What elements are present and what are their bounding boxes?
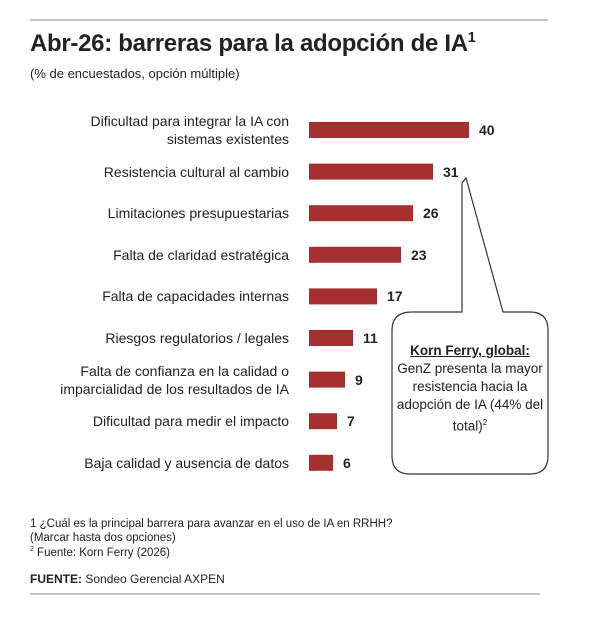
category-label: Limitaciones presupuestarias — [107, 205, 289, 222]
footnote: 2 Fuente: Korn Ferry (2026) — [30, 546, 170, 559]
category-label: Falta de confianza en la calidad o impar… — [60, 362, 289, 397]
bar — [309, 454, 333, 471]
category-label: Baja calidad y ausencia de datos — [84, 454, 289, 471]
title-text: Abr-26: barreras para la adopción de IA — [30, 30, 468, 57]
chart-subtitle: (% de encuestados, opción múltiple) — [30, 66, 240, 81]
source-text: Sondeo Gerencial AXPEN — [85, 572, 225, 586]
value-label: 31 — [443, 163, 459, 180]
bar — [309, 122, 469, 138]
bar — [309, 205, 413, 222]
footnote-marker: 1 — [30, 518, 37, 530]
bar — [309, 288, 377, 305]
annotation-note-ref: 2 — [482, 418, 488, 427]
value-label: 6 — [343, 454, 351, 471]
value-label: 11 — [363, 330, 378, 346]
annotation-text: GenZ presenta la mayor resistencia hacia… — [396, 361, 544, 434]
value-label: 17 — [387, 288, 403, 305]
footnote-text: Fuente: Korn Ferry (2026) — [37, 546, 170, 559]
value-label: 23 — [411, 246, 427, 263]
footnote: 1 ¿Cuál es la principal barrera para ava… — [30, 517, 392, 545]
annotation-title: Korn Ferry, global: — [410, 343, 530, 358]
value-label: 26 — [423, 205, 439, 222]
category-label: Falta de claridad estratégica — [113, 246, 289, 263]
source: FUENTE: Sondeo Gerencial AXPEN — [30, 572, 225, 586]
chart-title: Abr-26: barreras para la adopción de IA1 — [30, 30, 476, 58]
value-label: 7 — [347, 413, 355, 430]
title-note-ref: 1 — [467, 30, 476, 46]
bar — [309, 163, 433, 180]
bar — [309, 413, 337, 430]
bar — [309, 330, 353, 346]
category-label: Dificultad para medir el impacto — [92, 413, 289, 430]
footnote-text: ¿Cuál es la principal barrera para avanz… — [30, 518, 393, 544]
category-label: Dificultad para integrar la IA con siste… — [90, 113, 289, 147]
value-label: 40 — [479, 122, 495, 138]
callout-box — [391, 176, 549, 475]
category-label: Falta de capacidades internas — [102, 288, 289, 305]
bar — [309, 246, 401, 263]
annotation: Korn Ferry, global: GenZ presenta la may… — [396, 342, 544, 436]
source-label: FUENTE: — [30, 572, 82, 586]
bar — [309, 371, 345, 388]
category-label: Resistencia cultural al cambio — [103, 163, 289, 180]
footnote-marker: 2 — [30, 546, 34, 553]
value-label: 9 — [355, 371, 363, 388]
category-label: Riesgos regulatorios / legales — [105, 330, 289, 346]
